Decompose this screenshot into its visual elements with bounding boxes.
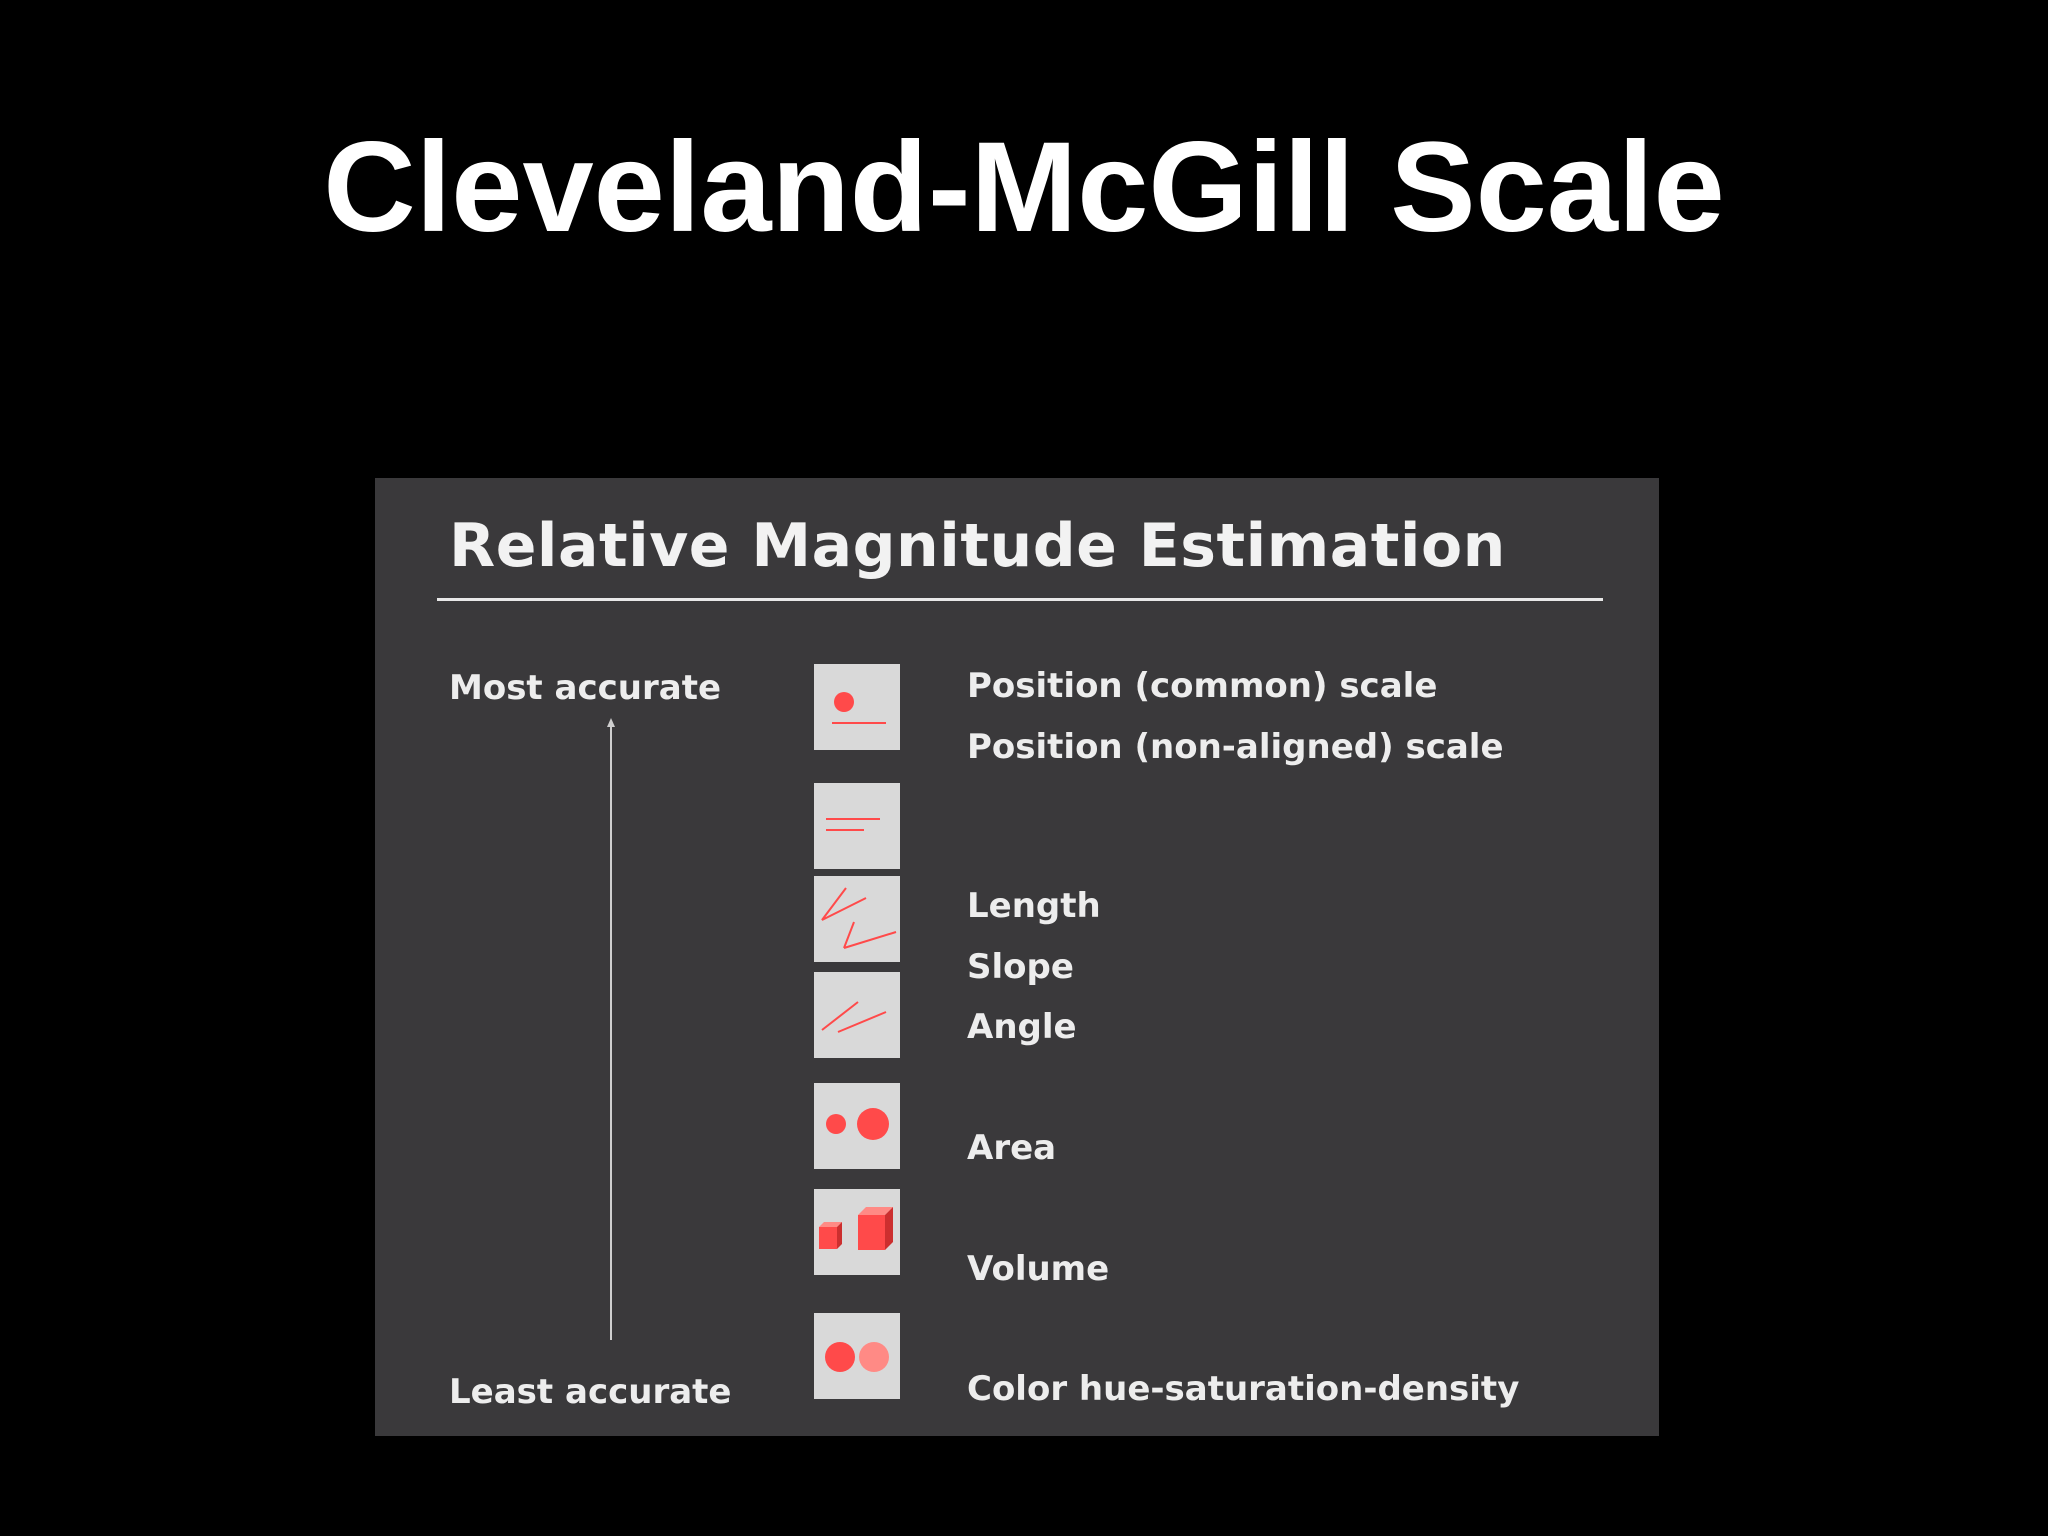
relative-magnitude-panel: Relative Magnitude Estimation Most accur… (375, 478, 1659, 1436)
slide-title: Cleveland-McGill Scale (323, 116, 1725, 259)
encoding-label-length: Length (967, 886, 1101, 926)
slope-icon (814, 876, 900, 962)
encoding-label-color: Color hue-saturation-density (967, 1369, 1520, 1409)
color-saturation-icon (814, 1313, 900, 1399)
accuracy-arrow-icon (607, 718, 615, 1340)
most-accurate-label: Most accurate (449, 668, 721, 708)
title-divider (437, 598, 1603, 601)
encoding-label-volume: Volume (967, 1249, 1110, 1289)
encoding-label-position-non-aligned: Position (non-aligned) scale (967, 727, 1504, 767)
encoding-label-angle: Angle (967, 1007, 1077, 1047)
encoding-label-position-common: Position (common) scale (967, 666, 1438, 706)
area-icon (814, 1083, 900, 1169)
encoding-label-area: Area (967, 1128, 1057, 1168)
encoding-label-slope: Slope (967, 947, 1074, 987)
volume-icon (814, 1189, 900, 1275)
least-accurate-label: Least accurate (449, 1372, 732, 1412)
angle-icon (814, 972, 900, 1058)
position-common-icon (814, 664, 900, 750)
panel-title: Relative Magnitude Estimation (449, 511, 1506, 581)
length-icon (814, 783, 900, 869)
